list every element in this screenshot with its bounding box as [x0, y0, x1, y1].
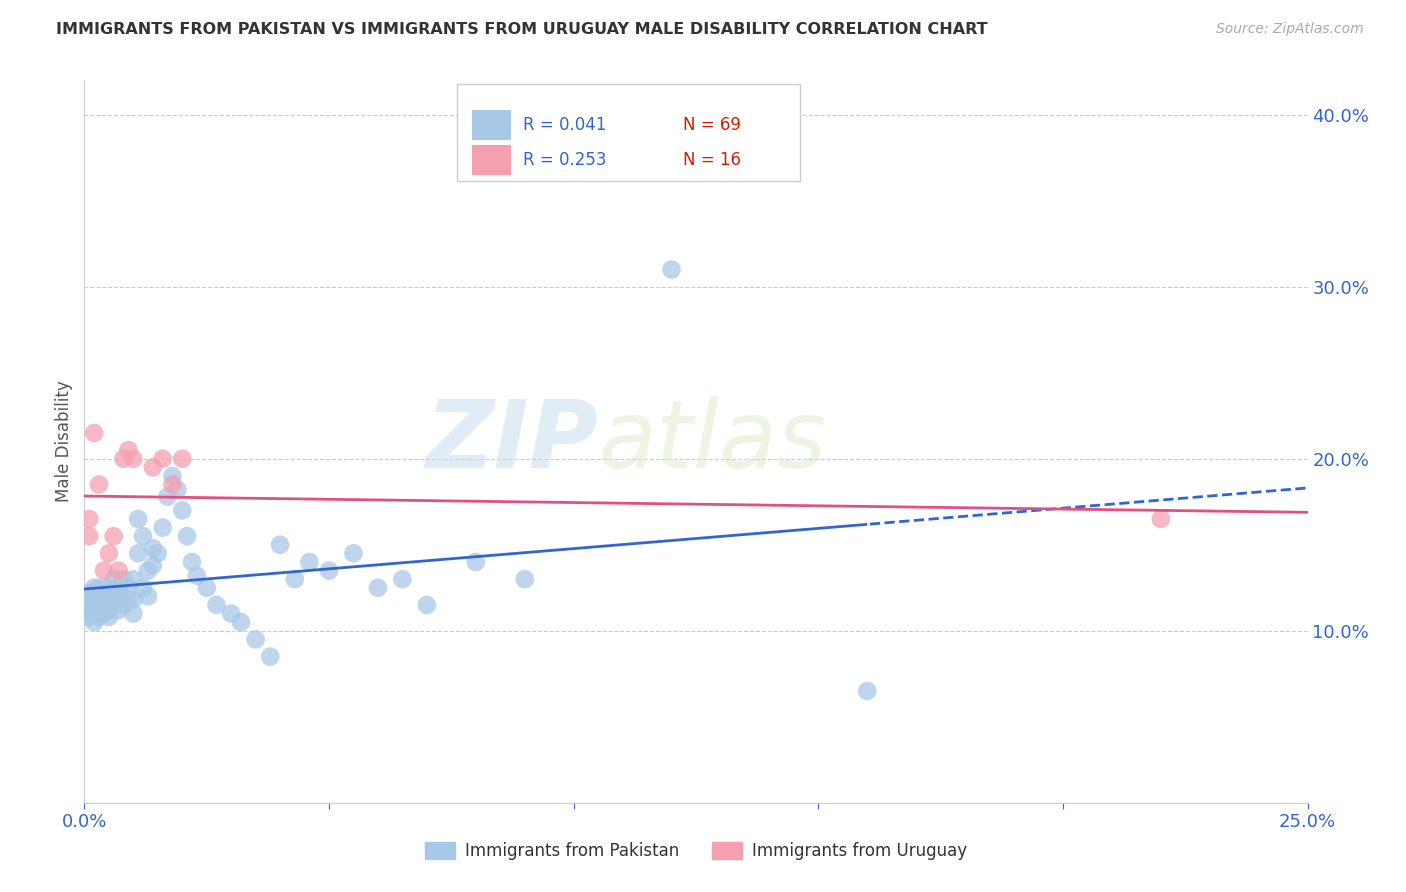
- Text: N = 16: N = 16: [682, 151, 741, 169]
- Text: IMMIGRANTS FROM PAKISTAN VS IMMIGRANTS FROM URUGUAY MALE DISABILITY CORRELATION : IMMIGRANTS FROM PAKISTAN VS IMMIGRANTS F…: [56, 22, 988, 37]
- Point: [298, 555, 321, 569]
- FancyBboxPatch shape: [472, 110, 512, 140]
- Point: [181, 555, 204, 569]
- Point: [83, 598, 105, 612]
- Point: [112, 598, 135, 612]
- FancyBboxPatch shape: [457, 84, 800, 181]
- Point: [259, 649, 281, 664]
- Point: [77, 586, 100, 600]
- Point: [97, 610, 120, 624]
- Point: [142, 541, 165, 556]
- Point: [166, 483, 188, 497]
- Point: [219, 607, 242, 621]
- Point: [87, 581, 110, 595]
- Point: [103, 590, 125, 604]
- Point: [127, 512, 149, 526]
- Point: [172, 451, 194, 466]
- Point: [97, 592, 120, 607]
- Point: [136, 564, 159, 578]
- Point: [152, 520, 174, 534]
- Point: [107, 592, 129, 607]
- Point: [661, 262, 683, 277]
- Point: [77, 603, 100, 617]
- Point: [142, 460, 165, 475]
- Point: [122, 592, 145, 607]
- Point: [107, 564, 129, 578]
- Point: [87, 477, 110, 491]
- Point: [186, 568, 208, 582]
- Point: [156, 490, 179, 504]
- Point: [103, 529, 125, 543]
- Point: [342, 546, 364, 560]
- Point: [107, 603, 129, 617]
- Point: [97, 581, 120, 595]
- Point: [318, 564, 340, 578]
- Legend: Immigrants from Pakistan, Immigrants from Uruguay: Immigrants from Pakistan, Immigrants fro…: [418, 835, 974, 867]
- Point: [132, 581, 155, 595]
- Point: [77, 512, 100, 526]
- Point: [112, 572, 135, 586]
- Point: [391, 572, 413, 586]
- Point: [87, 592, 110, 607]
- Point: [117, 592, 139, 607]
- Point: [77, 592, 100, 607]
- FancyBboxPatch shape: [472, 145, 512, 175]
- Point: [136, 590, 159, 604]
- Point: [856, 684, 879, 698]
- Text: R = 0.041: R = 0.041: [523, 116, 607, 134]
- Text: atlas: atlas: [598, 396, 827, 487]
- Point: [93, 586, 115, 600]
- Point: [83, 607, 105, 621]
- Text: ZIP: ZIP: [425, 395, 598, 488]
- Point: [112, 590, 135, 604]
- Point: [172, 503, 194, 517]
- Point: [93, 598, 115, 612]
- Point: [103, 572, 125, 586]
- Point: [122, 607, 145, 621]
- Point: [93, 564, 115, 578]
- Point: [122, 451, 145, 466]
- Point: [117, 581, 139, 595]
- Point: [146, 546, 169, 560]
- Point: [162, 477, 184, 491]
- Point: [77, 529, 100, 543]
- Point: [122, 572, 145, 586]
- Point: [195, 581, 218, 595]
- Point: [83, 425, 105, 440]
- Point: [87, 603, 110, 617]
- Point: [245, 632, 267, 647]
- Text: Source: ZipAtlas.com: Source: ZipAtlas.com: [1216, 22, 1364, 37]
- Text: R = 0.253: R = 0.253: [523, 151, 607, 169]
- Point: [367, 581, 389, 595]
- Point: [152, 451, 174, 466]
- Point: [464, 555, 486, 569]
- Point: [1150, 512, 1173, 526]
- Point: [513, 572, 536, 586]
- Point: [77, 610, 100, 624]
- Point: [83, 615, 105, 630]
- Point: [112, 451, 135, 466]
- Point: [87, 610, 110, 624]
- Point: [229, 615, 252, 630]
- Point: [127, 546, 149, 560]
- Point: [97, 603, 120, 617]
- Text: N = 69: N = 69: [682, 116, 741, 134]
- Point: [269, 538, 291, 552]
- Point: [176, 529, 198, 543]
- Point: [103, 598, 125, 612]
- Point: [142, 558, 165, 573]
- Point: [83, 581, 105, 595]
- Point: [205, 598, 228, 612]
- Y-axis label: Male Disability: Male Disability: [55, 381, 73, 502]
- Point: [83, 590, 105, 604]
- Point: [93, 607, 115, 621]
- Point: [97, 546, 120, 560]
- Point: [132, 529, 155, 543]
- Point: [416, 598, 439, 612]
- Point: [284, 572, 307, 586]
- Point: [162, 469, 184, 483]
- Point: [117, 443, 139, 458]
- Point: [107, 581, 129, 595]
